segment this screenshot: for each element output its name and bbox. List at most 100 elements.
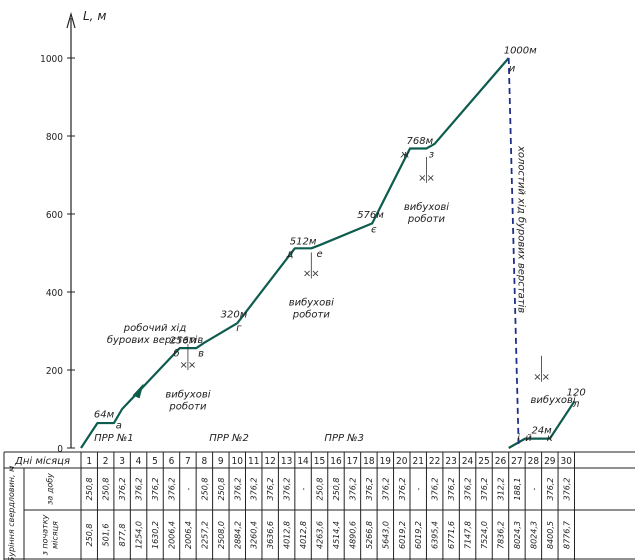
daily-value: 376,2 — [365, 478, 374, 501]
annotation-text: роботи — [407, 213, 446, 225]
point-label: б — [173, 347, 179, 359]
cumulative-value: 4514,4 — [332, 521, 341, 549]
daily-value: 250,8 — [102, 478, 111, 501]
y-tick-label: 800 — [46, 132, 63, 143]
cumulative-value: 3260,4 — [250, 521, 259, 549]
day-label: 24 — [462, 456, 474, 467]
day-label: 6 — [169, 456, 175, 467]
day-label: 23 — [445, 456, 456, 467]
y-tick-label: 400 — [46, 288, 63, 299]
cumulative-value: 7524,0 — [480, 521, 489, 549]
y-axis-ticks: 0 200 400 600 800 1000 — [40, 54, 75, 455]
cumulative-value: 2257,2 — [200, 521, 209, 549]
daily-value: 250,8 — [85, 478, 94, 501]
value-label: 1000м — [504, 45, 537, 56]
cumulative-value: 1630,2 — [151, 521, 160, 549]
annotation-text: роботи — [168, 400, 207, 412]
row-group-label: Буріння свердловин, м — [7, 466, 16, 560]
daily-value: 250,8 — [316, 478, 325, 501]
daily-value: 188,1 — [513, 478, 522, 501]
daily-value: - — [529, 487, 538, 490]
daily-value: 376,2 — [135, 478, 144, 501]
series-layer — [80, 57, 576, 449]
value-label: 512м — [290, 236, 317, 247]
cumulative-value: 8024,3 — [529, 521, 538, 549]
value-label: 64м — [94, 410, 115, 421]
point-label: д — [285, 249, 293, 260]
value-label: 576м — [357, 210, 384, 221]
day-label: 7 — [185, 456, 191, 467]
point-label: а — [116, 421, 122, 432]
day-label: 12 — [264, 456, 275, 467]
point-label: ж — [400, 149, 410, 160]
day-label: 22 — [429, 456, 440, 467]
daily-value: 376,2 — [398, 478, 407, 501]
cumulative-value: 8400,5 — [546, 521, 555, 549]
cumulative-value: 501,6 — [102, 524, 111, 547]
annotation-text: вибухові — [531, 394, 576, 406]
day-label: 2 — [103, 456, 109, 467]
annotation-text: ПРР №3 — [324, 433, 364, 444]
value-label: 24м — [531, 426, 552, 437]
cumulative-value: 3636,6 — [266, 521, 275, 549]
daily-value: 376,2 — [118, 478, 127, 501]
cumulative-value: 2006,4 — [184, 521, 193, 549]
cumulative-value: 6019,2 — [414, 521, 423, 549]
day-label: 28 — [528, 456, 540, 467]
annotation-text: вибухові — [404, 201, 449, 213]
point-label: е — [316, 249, 322, 260]
cumulative-value: 877,8 — [118, 524, 127, 547]
value-label: 320м — [221, 309, 248, 320]
y-tick-label: 1000 — [40, 54, 63, 65]
value-label: 768м — [407, 136, 434, 147]
cumulative-value: 1254,0 — [135, 521, 144, 549]
blast-marker-icon: ×× — [303, 268, 320, 279]
daily-value: 376,2 — [381, 478, 390, 501]
daily-value: 376,2 — [480, 478, 489, 501]
day-label: 14 — [297, 456, 309, 467]
day-label: 19 — [380, 456, 392, 467]
y-axis-label: L, м — [83, 9, 106, 23]
day-label: 20 — [396, 456, 408, 467]
value-label: 256м — [170, 335, 197, 346]
day-label: 16 — [330, 456, 342, 467]
idle-run-annotation: холостий хід бурових верстатів — [516, 145, 528, 313]
annotation-text: робочий хід — [123, 322, 187, 334]
cumulative-value: 6019,2 — [398, 521, 407, 549]
day-label: 18 — [363, 456, 375, 467]
cumulative-value: 4890,6 — [348, 521, 357, 549]
daily-value: - — [299, 487, 308, 490]
daily-value: 376,2 — [283, 478, 292, 501]
day-label: 21 — [412, 456, 423, 467]
blast-marker-icon: ×× — [180, 360, 197, 371]
annotation-text: ПРР №1 — [94, 433, 134, 444]
table-header-label: Дні місяця — [14, 455, 70, 467]
cumulative-value: 7836,2 — [496, 521, 505, 549]
row-cumulative-label: місяця — [51, 521, 60, 549]
annotation-text: бурових верстатів — [107, 334, 203, 346]
annotation-text: ПРР №2 — [209, 433, 249, 444]
cumulative-value: 4263,6 — [316, 521, 325, 549]
cumulative-value: 8024,3 — [513, 521, 522, 549]
blast-marker-icon: ×× — [533, 372, 550, 383]
return-dashed-line — [507, 57, 520, 449]
point-label: в — [198, 348, 204, 359]
daily-value: 376,2 — [167, 478, 176, 501]
chart-axes: L, м — [66, 9, 106, 448]
day-label: 30 — [561, 456, 573, 467]
labels-layer: 64м 256м 320м 512м 576м 768м 1000м 24м 120 а б в г д е… — [94, 45, 586, 444]
daily-value: 376,2 — [266, 478, 275, 501]
daily-value: 376,2 — [562, 478, 571, 501]
cumulative-value: 6771,6 — [447, 521, 456, 549]
daily-value: 376,2 — [447, 478, 456, 501]
day-label: 27 — [511, 456, 522, 467]
daily-value: 250,8 — [200, 478, 209, 501]
point-label: и — [509, 64, 516, 75]
cumulative-value: 6395,4 — [431, 521, 440, 549]
daily-value: 376,2 — [250, 478, 259, 501]
day-label: 15 — [314, 456, 325, 467]
point-label: з — [429, 149, 434, 160]
direction-arrow-icon — [132, 383, 144, 399]
